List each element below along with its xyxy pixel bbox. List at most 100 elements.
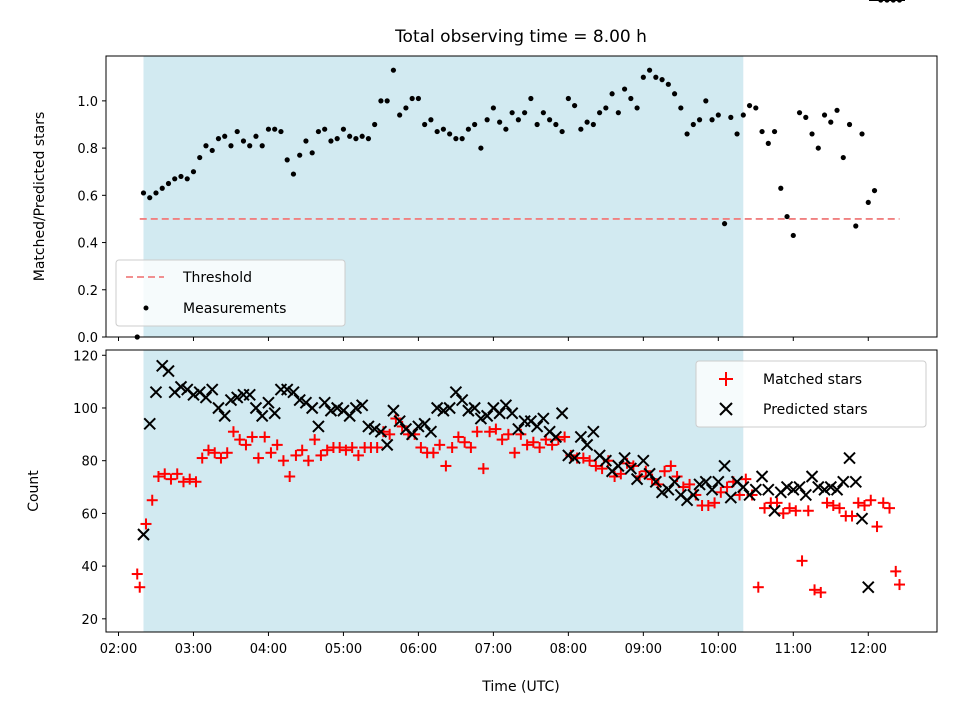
measurement-point	[222, 133, 228, 139]
predicted-star-point	[312, 420, 325, 433]
predicted-star-point	[843, 451, 856, 465]
predicted-star-point	[755, 470, 769, 483]
ratio-legend-box	[115, 259, 346, 327]
matched-star-point	[434, 439, 446, 451]
predicted-star-point	[362, 420, 375, 433]
matched-star-point	[796, 555, 808, 567]
matched-star-point	[771, 497, 783, 509]
predicted-star-point	[687, 488, 700, 502]
predicted-star-point	[699, 475, 713, 488]
measurement-point	[859, 131, 865, 137]
predicted-star-point	[405, 428, 419, 441]
measurement-point	[690, 121, 696, 128]
matched-star-point	[131, 568, 143, 580]
measurement-point	[178, 173, 184, 180]
predicted-star-point	[537, 412, 550, 425]
matched-star-point	[702, 499, 714, 511]
matched-star-point	[440, 460, 452, 472]
measurement-point	[821, 112, 828, 118]
matched-star-point	[177, 476, 189, 488]
measurement-point	[703, 98, 709, 104]
measurement-point	[234, 128, 240, 135]
predicted-star-point	[749, 483, 763, 496]
measurement-point	[440, 126, 446, 132]
predicted-star-point	[555, 407, 569, 420]
measurement-point	[328, 138, 334, 144]
matched-star-point	[271, 439, 283, 451]
legend-threshold-label: Threshold	[182, 270, 252, 286]
predicted-star-point	[443, 401, 456, 415]
measurement-point	[384, 98, 390, 104]
x-tick-label: 05:00	[325, 642, 362, 657]
measurement-point	[540, 110, 546, 116]
measurement-point	[153, 190, 159, 196]
measurement-point	[778, 185, 784, 191]
predicted-star-point	[562, 449, 575, 462]
predicted-star-point	[580, 438, 594, 452]
matched-star-point	[815, 586, 827, 598]
matched-star-point	[302, 455, 314, 467]
measurement-point	[671, 91, 678, 97]
matched-star-point	[659, 465, 671, 477]
y-tick-label: 20	[81, 613, 98, 628]
matched-star-point	[259, 431, 271, 443]
predicted-star-point	[824, 480, 837, 494]
matched-star-point	[684, 478, 696, 490]
x-tick-label: 07:00	[475, 642, 512, 657]
measurement-point	[203, 143, 209, 149]
measurement-point	[353, 136, 359, 142]
matched-star-point	[290, 449, 302, 461]
x-tick-label: 06:00	[400, 642, 437, 657]
matched-star-point	[184, 473, 196, 485]
matched-star-point	[577, 452, 589, 464]
predicted-star-point	[324, 404, 338, 417]
predicted-star-point	[455, 393, 469, 407]
predicted-star-point	[137, 528, 150, 541]
legend-measurements-swatch	[143, 305, 149, 311]
predicted-star-point	[206, 383, 219, 396]
matched-star-point	[559, 431, 571, 443]
measurement-point	[796, 110, 803, 116]
x-tick-label: 11:00	[775, 642, 812, 657]
measurement-point	[865, 199, 871, 206]
x-tick-label: 08:00	[550, 642, 587, 657]
measurement-point	[721, 221, 728, 227]
ratio-plot-frame	[105, 55, 938, 338]
predicted-star-point	[768, 504, 781, 517]
x-axis-label: Time (UTC)	[481, 679, 559, 695]
matched-star-point	[171, 468, 183, 480]
matched-star-point	[802, 505, 814, 517]
measurement-point	[547, 117, 553, 123]
predicted-star-point	[655, 486, 669, 499]
matched-star-point	[240, 439, 252, 451]
measurement-point	[603, 105, 609, 111]
matched-star-point	[352, 449, 364, 461]
measurement-point	[709, 117, 715, 123]
measurement-point	[209, 147, 215, 154]
predicted-star-point	[830, 483, 844, 496]
matched-star-point	[884, 502, 896, 514]
matched-star-point	[821, 497, 833, 509]
measurement-point	[565, 95, 571, 102]
measurement-point	[278, 128, 284, 135]
measurement-point	[303, 138, 309, 144]
measurement-point	[678, 105, 684, 111]
y-tick-label: 1.0	[77, 95, 98, 110]
measurement-point	[771, 128, 778, 135]
matched-star-point	[527, 436, 539, 448]
matched-star-point	[265, 447, 277, 459]
x-tick-label: 02:00	[100, 642, 137, 657]
predicted-star-point	[255, 409, 269, 423]
measurement-point	[846, 121, 853, 128]
predicted-star-point	[480, 409, 494, 423]
predicted-star-point	[387, 404, 400, 417]
matched-star-point	[146, 494, 158, 506]
measurement-point	[553, 121, 559, 128]
measurement-point	[659, 77, 665, 83]
measurement-point	[197, 154, 203, 161]
measurement-point	[815, 145, 821, 151]
measurement-point	[472, 121, 478, 128]
y-tick-label: 40	[81, 560, 98, 575]
predicted-star-point	[212, 401, 225, 415]
measurement-point	[684, 131, 690, 137]
